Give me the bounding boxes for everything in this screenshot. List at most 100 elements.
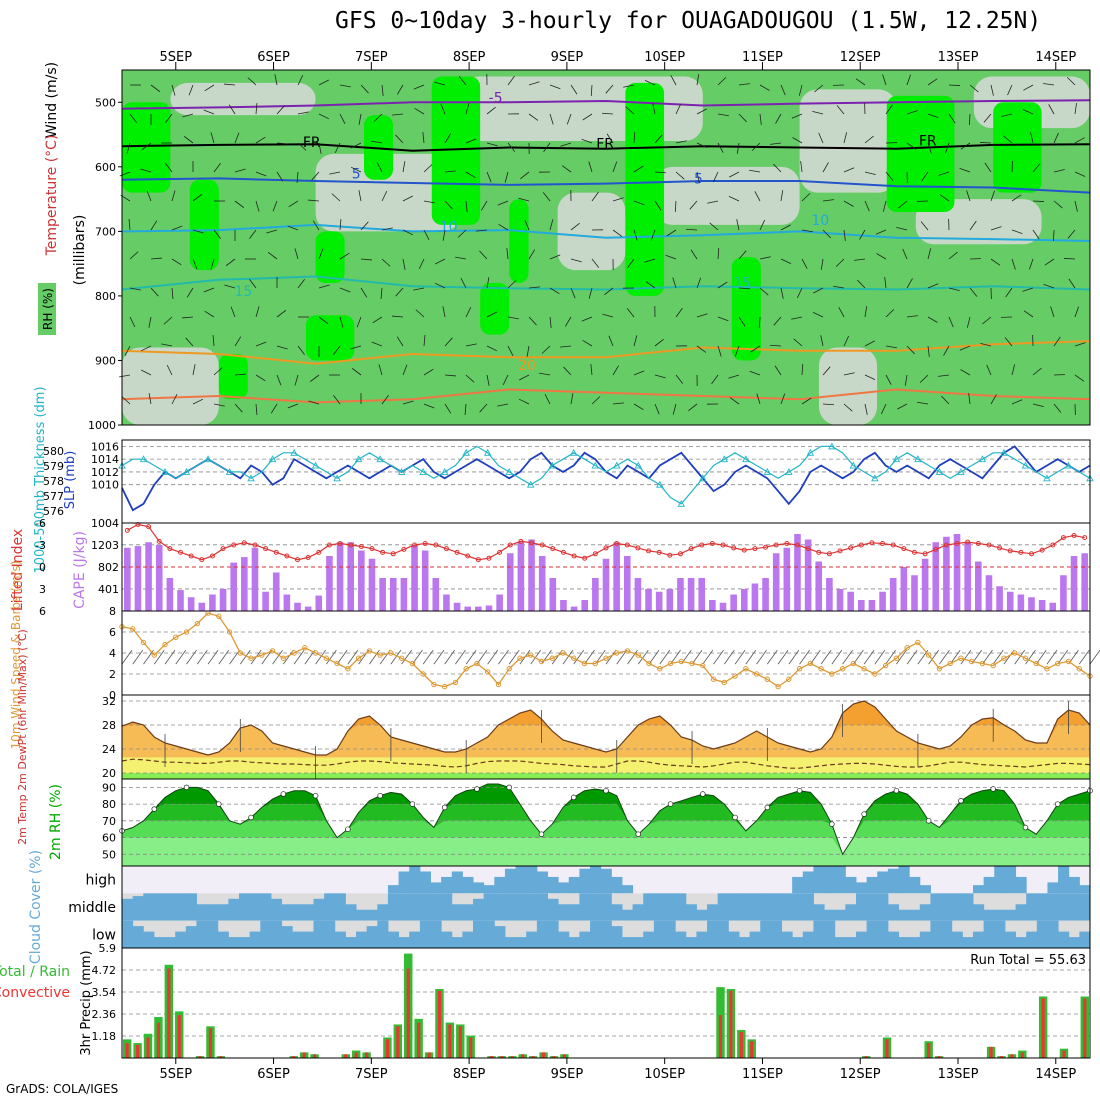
cape-bar <box>666 589 674 611</box>
wind-barb <box>712 171 719 183</box>
cloud-cell-middle <box>281 904 293 921</box>
cloud-cell-high <box>536 871 548 894</box>
wind-barb <box>146 190 152 202</box>
cloud-cell-low <box>409 931 421 948</box>
lifted-index-marker <box>603 545 609 551</box>
wind-barb <box>882 74 887 86</box>
precip-convective-bar <box>448 1024 452 1058</box>
lifted-index-marker <box>124 527 130 533</box>
wind-axis-label: 10m Wind Speed & Barbs (m/s) <box>9 561 23 750</box>
wind-barb <box>402 364 408 376</box>
wind-barb <box>339 252 350 260</box>
precip-convective-bar <box>167 968 171 1058</box>
wind-barb <box>150 287 159 297</box>
lifted-index-marker <box>614 541 620 547</box>
wind-barb <box>507 75 515 86</box>
rh-marker <box>506 784 512 791</box>
temp-tick-label: 24 <box>102 743 116 756</box>
cloud-cell-middle <box>781 893 793 921</box>
cape-bar <box>570 606 578 611</box>
rh-tick-label: 50 <box>102 848 116 861</box>
cloud-cell-low <box>504 937 517 948</box>
wind-barb <box>381 84 384 96</box>
cloud-cell-low <box>643 931 655 948</box>
cloud-cell-low <box>302 931 314 948</box>
cloud-cell-high <box>877 871 889 894</box>
wind-barb <box>560 142 572 147</box>
lifted-axis-label: Lifted Index <box>10 529 26 611</box>
cape-bar <box>1081 553 1088 611</box>
cloud-cell-middle <box>558 904 570 921</box>
wind-barb <box>294 248 299 260</box>
surface-wind-barb <box>713 649 724 665</box>
rh-dry-region <box>818 347 878 425</box>
cloud-cell-high <box>600 868 612 894</box>
lifted-index-marker <box>805 546 811 552</box>
wind-barb <box>864 171 876 176</box>
cloud-cell-middle <box>207 904 219 921</box>
wind-barb <box>308 199 320 202</box>
wind-barb <box>1011 399 1023 405</box>
wind-barb <box>528 316 537 326</box>
thickness-marker <box>1000 448 1008 456</box>
wind-barb <box>968 393 971 405</box>
wind-speed-marker <box>753 671 760 677</box>
wind-barb <box>711 374 719 385</box>
lifted-tick-label: -6 <box>35 517 46 530</box>
cape-bar <box>996 586 1003 611</box>
rh-band-0 <box>122 837 1090 866</box>
cape-bar <box>1017 594 1025 611</box>
series-line-thickness <box>121 445 1091 505</box>
wind-barb <box>696 108 707 115</box>
wind-barb <box>331 193 341 202</box>
wind-barb <box>360 221 369 231</box>
precip-frame <box>121 947 1091 1059</box>
wind-barb <box>507 316 519 320</box>
wind-barb <box>749 370 761 376</box>
cape-bar <box>528 539 535 611</box>
wind-barb <box>570 393 574 405</box>
wind-barb <box>696 313 708 318</box>
cloud-cell-middle <box>866 893 878 921</box>
cloud-cell-middle <box>302 904 314 921</box>
wind-barb <box>297 111 309 115</box>
surface-wind-barb <box>562 649 574 665</box>
cloud-cell-middle <box>1004 909 1017 921</box>
wind-barb <box>652 103 656 115</box>
lifted-index-marker <box>295 557 301 563</box>
wind-barb <box>749 169 761 173</box>
rh-legend-swatch <box>38 283 56 335</box>
cloud-cell-high <box>568 876 580 894</box>
wind-barb <box>812 110 824 115</box>
cloud-cell-middle <box>260 893 272 921</box>
rh-marker <box>667 801 674 807</box>
rh-moist-region <box>305 315 355 361</box>
precip-convective-bar <box>177 1015 181 1058</box>
wind-barb <box>859 229 866 240</box>
cloud-cell-middle <box>345 904 357 921</box>
cape-bar <box>326 556 333 611</box>
wind-barb <box>418 258 425 270</box>
cloud-level-label: middle <box>68 900 116 916</box>
wind-barb <box>210 132 215 144</box>
wind-barb <box>1001 113 1013 117</box>
rh-marker <box>861 811 867 817</box>
rh-marker <box>829 821 835 827</box>
wind-barb <box>378 364 383 376</box>
cloud-cell-middle <box>175 893 187 921</box>
lifted-index-marker <box>997 545 1003 551</box>
surface-wind-barb <box>1025 649 1036 665</box>
isotherm-label: 20 <box>518 358 536 374</box>
cape-bar <box>804 539 812 611</box>
wind-barb <box>906 315 918 318</box>
wind-barb <box>339 219 342 231</box>
wind-barb <box>948 316 954 328</box>
thickness-marker <box>1064 461 1073 469</box>
cloud-cell-middle <box>579 893 591 921</box>
cape-bar <box>730 594 737 611</box>
cloud-cell-middle <box>185 893 197 921</box>
wind-barb <box>442 229 446 241</box>
cloud-cell-low <box>387 931 400 948</box>
wind-barb <box>234 200 245 208</box>
cloud-cell-low <box>239 937 251 948</box>
